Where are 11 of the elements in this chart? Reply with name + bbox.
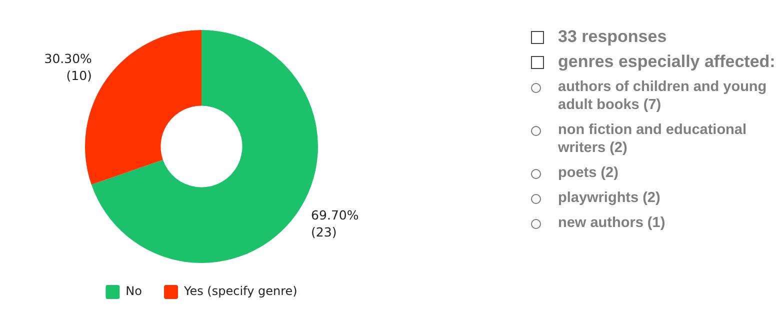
text: genres especially affected:: [558, 52, 776, 71]
text: non fiction and educational writers (2): [558, 122, 746, 156]
text: authors of children and young adult books (7): [558, 78, 767, 113]
text: new authors (1): [558, 215, 666, 232]
text: playwrights (2): [558, 190, 660, 206]
text: 33 responses: [558, 27, 667, 46]
data-label: 30.30% (10): [44, 51, 92, 84]
text: poets (2): [558, 165, 618, 182]
data-label: 69.70% (23): [311, 207, 359, 240]
legend-label: No: [126, 284, 142, 298]
legend-label: Yes (specify genre): [183, 284, 298, 298]
